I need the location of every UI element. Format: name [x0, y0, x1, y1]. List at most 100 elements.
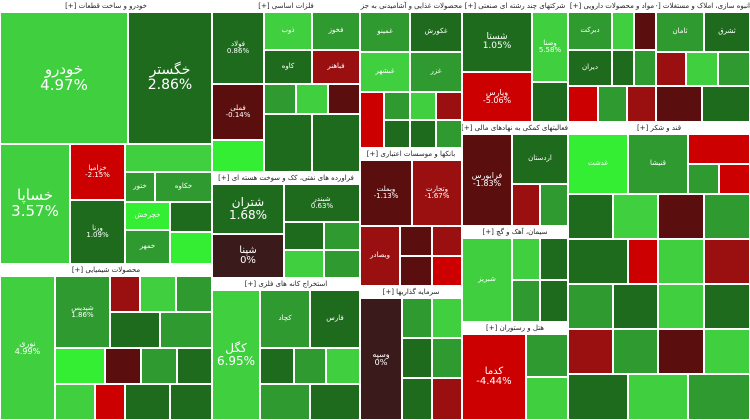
small-stock-tile[interactable] [568, 194, 613, 239]
small-stock-tile[interactable] [704, 194, 750, 239]
small-stock-tile[interactable] [324, 222, 360, 250]
stock-tile-noori[interactable]: نوری 4.99% [0, 276, 55, 420]
small-stock-tile[interactable] [568, 374, 628, 420]
small-stock-tile[interactable] [140, 276, 176, 312]
small-stock-tile[interactable] [402, 378, 432, 420]
small-stock-tile[interactable] [656, 86, 702, 122]
small-stock-tile[interactable] [260, 384, 310, 420]
sector-header-real-estate[interactable]: انبوه سازی، املاک و مستغلات [+] [656, 0, 750, 12]
stock-tile-dbarakat[interactable]: دبرکت [568, 12, 612, 50]
sector-header-cement[interactable]: سیمان، آهک و گچ [+] [462, 226, 568, 238]
small-stock-tile[interactable] [400, 226, 432, 256]
sector-header-banks[interactable]: بانکها و موسسات اعتباری [+] [360, 148, 462, 160]
small-stock-tile[interactable] [170, 384, 212, 420]
small-stock-tile[interactable] [95, 384, 125, 420]
small-stock-tile[interactable] [719, 164, 750, 194]
small-stock-tile[interactable] [526, 377, 568, 420]
stock-tile-khkaveh[interactable]: خکاوه [155, 172, 212, 202]
small-stock-tile[interactable] [628, 239, 658, 284]
sector-header-hotel[interactable]: هتل و رستوران [+] [462, 322, 568, 334]
sector-header-oil-products[interactable]: فراورده های نفتی، کک و سوخت هسته ای [+] [212, 172, 360, 184]
small-stock-tile[interactable] [432, 298, 462, 338]
stock-tile-shpadis[interactable]: شپدیس 1.86% [55, 276, 110, 348]
stock-tile-khodro[interactable]: خودرو 4.97% [0, 12, 128, 144]
small-stock-tile[interactable] [512, 280, 540, 322]
stock-tile-kaveh[interactable]: کاوه [264, 50, 312, 84]
small-stock-tile[interactable] [718, 52, 750, 86]
stock-tile-vpars[interactable]: وپارس -5.06% [462, 72, 532, 122]
stock-tile-thaman[interactable]: ثامان [656, 12, 704, 52]
stock-tile-fkhouz[interactable]: فخوز [312, 12, 360, 50]
sector-header-sugar[interactable]: قند و شکر [+] [568, 122, 750, 134]
stock-tile-ghbshahr[interactable]: غبشهر [360, 52, 410, 92]
small-stock-tile[interactable] [568, 284, 613, 329]
small-stock-tile[interactable] [688, 134, 750, 164]
small-stock-tile[interactable] [260, 348, 294, 384]
sector-header-mining[interactable]: استخراج کانه های فلزی [+] [212, 278, 360, 290]
small-stock-tile[interactable] [627, 86, 656, 122]
stock-tile-kechad[interactable]: کچاد [260, 290, 310, 348]
stock-tile-shetran[interactable]: شتران 1.68% [212, 184, 284, 234]
small-stock-tile[interactable] [432, 226, 462, 256]
small-stock-tile[interactable] [658, 329, 704, 374]
stock-tile-vtejarat[interactable]: وتجارت -1.67% [412, 160, 462, 226]
stock-tile-khsapa[interactable]: خساپا 3.57% [0, 144, 70, 264]
small-stock-tile[interactable] [532, 82, 568, 122]
stock-tile-shasta[interactable]: شستا 1.05% [462, 12, 532, 72]
stock-tile-ghdasht[interactable]: غدشت [568, 134, 628, 194]
stock-tile-ghmino[interactable]: غمینو [360, 12, 410, 52]
small-stock-tile[interactable] [634, 50, 656, 86]
stock-tile-fbahonar[interactable]: فباهنر [312, 50, 360, 84]
stock-tile-khmehr[interactable]: خمهر [125, 230, 170, 264]
small-stock-tile[interactable] [324, 250, 360, 278]
stock-tile-shepna[interactable]: شپنا 0% [212, 234, 284, 278]
stock-tile-diran[interactable]: دیران [568, 50, 612, 86]
small-stock-tile[interactable] [284, 250, 324, 278]
small-stock-tile[interactable] [613, 194, 658, 239]
stock-tile-fars[interactable]: فارس [310, 290, 360, 348]
small-stock-tile[interactable] [432, 338, 462, 378]
small-stock-tile[interactable] [55, 384, 95, 420]
stock-tile-varna[interactable]: ورنا 1.09% [70, 200, 125, 264]
small-stock-tile[interactable] [688, 164, 719, 194]
small-stock-tile[interactable] [512, 238, 540, 280]
small-stock-tile[interactable] [284, 222, 324, 250]
stock-tile-khgostar[interactable]: خگستر 2.86% [128, 12, 212, 144]
small-stock-tile[interactable] [312, 114, 360, 172]
small-stock-tile[interactable] [402, 298, 432, 338]
small-stock-tile[interactable] [110, 276, 140, 312]
small-stock-tile[interactable] [410, 120, 436, 148]
small-stock-tile[interactable] [512, 184, 540, 226]
stock-tile-ghkoorosh[interactable]: غکورش [410, 12, 462, 52]
small-stock-tile[interactable] [688, 374, 750, 420]
sector-header-food[interactable]: محصولات غذایی و آشامیدنی به جز [+] [360, 0, 462, 12]
small-stock-tile[interactable] [658, 239, 704, 284]
small-stock-tile[interactable] [105, 348, 141, 384]
small-stock-tile[interactable] [436, 120, 462, 148]
sector-header-investment[interactable]: سرمایه گذاریها [+] [360, 286, 462, 298]
small-stock-tile[interactable] [613, 329, 658, 374]
small-stock-tile[interactable] [658, 194, 704, 239]
stock-tile-shebandar[interactable]: شبندر 0.63% [284, 184, 360, 222]
small-stock-tile[interactable] [686, 52, 718, 86]
small-stock-tile[interactable] [384, 120, 410, 148]
stock-tile-fameli[interactable]: فملی -0.14% [212, 84, 264, 140]
small-stock-tile[interactable] [160, 312, 212, 348]
sector-header-pharma[interactable]: مواد و محصولات دارویی [+] [568, 0, 656, 12]
small-stock-tile[interactable] [656, 52, 686, 86]
stock-tile-vbsader[interactable]: وبصادر [360, 226, 400, 286]
small-stock-tile[interactable] [628, 374, 688, 420]
stock-tile-ardestan[interactable]: اردستان [512, 134, 568, 184]
small-stock-tile[interactable] [384, 92, 410, 120]
small-stock-tile[interactable] [702, 86, 750, 122]
small-stock-tile[interactable] [612, 12, 634, 50]
small-stock-tile[interactable] [328, 84, 360, 114]
sector-header-chemical[interactable]: محصولات شیمیایی [+] [0, 264, 212, 276]
small-stock-tile[interactable] [264, 114, 312, 172]
small-stock-tile[interactable] [540, 238, 568, 280]
small-stock-tile[interactable] [110, 312, 160, 348]
small-stock-tile[interactable] [176, 276, 212, 312]
small-stock-tile[interactable] [540, 184, 568, 226]
small-stock-tile[interactable] [658, 284, 704, 329]
stock-tile-vsepah[interactable]: وسپه 0% [360, 298, 402, 420]
